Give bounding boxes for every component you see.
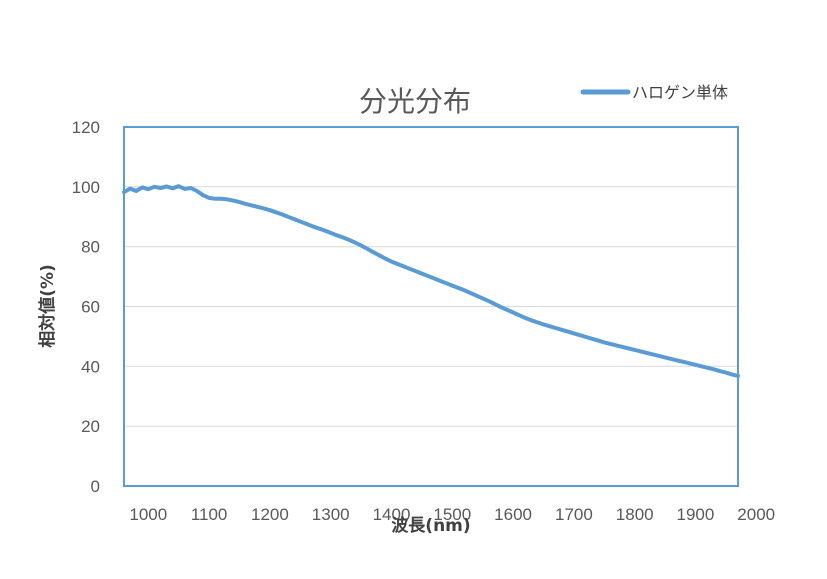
- series-line: [122, 184, 740, 378]
- x-tick-label: 1500: [433, 505, 471, 524]
- gridlines: [124, 186, 738, 427]
- x-tick-label: 1000: [129, 505, 167, 524]
- x-tick-label: 1600: [494, 505, 532, 524]
- plot-area-frame: [123, 126, 739, 487]
- x-tick-label: 1400: [373, 505, 411, 524]
- y-tick-label: 40: [81, 357, 100, 376]
- chart-title: 分光分布: [359, 85, 471, 118]
- y-tick-label: 80: [81, 238, 100, 257]
- y-tick-label: 20: [81, 417, 100, 436]
- y-axis-tick-labels: 0 20 40 60 80 100 120: [72, 118, 100, 496]
- x-tick-label: 1800: [616, 505, 654, 524]
- y-axis-title: 相対値(%): [37, 264, 58, 348]
- x-tick-label: 1200: [251, 505, 289, 524]
- y-tick-label: 0: [91, 477, 100, 496]
- x-axis-title: 波長(nm): [391, 515, 470, 536]
- x-tick-label: 1700: [555, 505, 593, 524]
- y-tick-label: 100: [72, 178, 100, 197]
- x-tick-label: 1100: [191, 505, 228, 524]
- x-tick-label: 1300: [312, 505, 350, 524]
- x-axis-tick-labels: 1000 1100 1200 1300 1400 1500 1600 1700 1800 1900…: [129, 505, 775, 524]
- x-tick-label: 2000: [737, 505, 775, 524]
- y-tick-label: 120: [72, 118, 100, 137]
- x-tick-label: 1900: [676, 505, 714, 524]
- legend-label: ハロゲン単体: [632, 83, 728, 102]
- legend: ハロゲン単体: [580, 83, 728, 102]
- series-group: [122, 184, 740, 378]
- y-tick-label: 60: [81, 298, 100, 317]
